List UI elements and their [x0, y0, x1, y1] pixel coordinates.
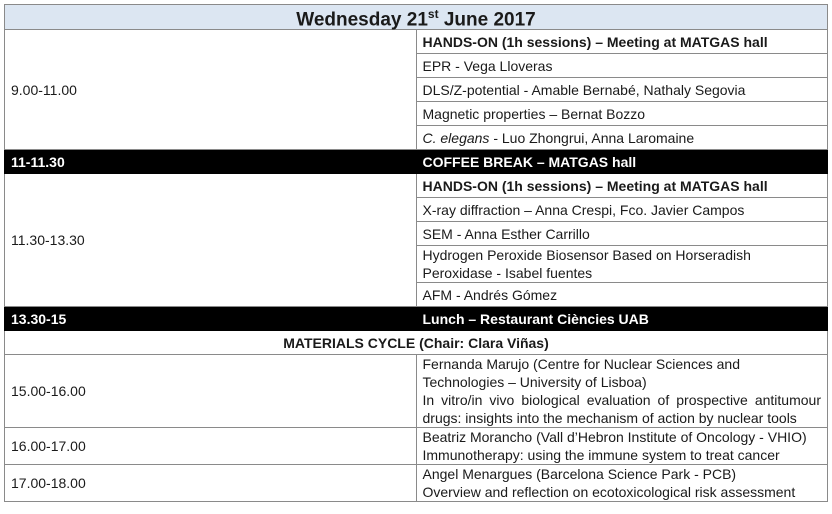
coffee-break-label: COFFEE BREAK – MATGAS hall: [415, 149, 828, 175]
schedule-table: Wednesday 21st June 2017 9.00-11.00 HAND…: [4, 3, 828, 503]
cycle-title: MATERIALS CYCLE (Chair: Clara Viñas): [4, 330, 828, 356]
session-item-row: EPR - Vega Lloveras: [5, 53, 828, 79]
session-row: 9.00-11.00 HANDS-ON (1h sessions) – Meet…: [4, 29, 828, 151]
session-item: SEM - Anna Esther Carrillo: [415, 221, 828, 247]
session-title: HANDS-ON (1h sessions) – Meeting at MATG…: [415, 173, 828, 199]
session-item: Magnetic properties – Bernat Bozzo: [415, 101, 828, 127]
talk-speaker: Beatriz Morancho (Vall d’Hebron Institut…: [422, 429, 807, 446]
talk-topic: In vitro/in vivo biological evaluation o…: [422, 392, 822, 427]
session-item: AFM - Andrés Gómez: [415, 282, 828, 308]
talk-time: 17.00-18.00: [4, 464, 417, 503]
header-row: Wednesday 21st June 2017: [4, 3, 828, 31]
session-item: EPR - Vega Lloveras: [415, 53, 828, 79]
session-item-row: C. elegans - Luo Zhongrui, Anna Laromain…: [5, 125, 828, 151]
talk-details: Beatriz Morancho (Vall d’Hebron Institut…: [415, 427, 828, 466]
coffee-break-row: 11-11.30 COFFEE BREAK – MATGAS hall: [4, 149, 828, 175]
lunch-time: 13.30-15: [4, 306, 417, 332]
session-item: X-ray diffraction – Anna Crespi, Fco. Ja…: [415, 197, 828, 223]
session-item: DLS/Z-potential - Amable Bernabé, Nathal…: [415, 77, 828, 103]
talk-time: 15.00-16.00: [4, 354, 417, 429]
session-title: HANDS-ON (1h sessions) – Meeting at MATG…: [415, 29, 828, 55]
talk-details: Angel Menargues (Barcelona Science Park …: [415, 464, 828, 503]
talk-speaker: Fernanda Marujo (Centre for Nuclear Scie…: [422, 356, 741, 391]
talk-row: 15.00-16.00 Fernanda Marujo (Centre for …: [4, 354, 828, 429]
cycle-row: MATERIALS CYCLE (Chair: Clara Viñas): [4, 330, 828, 356]
session-time: 9.00-11.00: [4, 29, 417, 151]
lunch-row: 13.30-15 Lunch – Restaurant Ciències UAB: [4, 306, 828, 332]
session-item-row: Hydrogen Peroxide Biosensor Based on Hor…: [5, 245, 828, 284]
species-name: C. elegans: [422, 129, 490, 146]
session-item-row: DLS/Z-potential - Amable Bernabé, Nathal…: [5, 77, 828, 103]
session-item-rest: - Luo Zhongrui, Anna Laromaine: [489, 129, 695, 146]
day-title-main: Wednesday 21: [296, 9, 428, 31]
session-item: C. elegans - Luo Zhongrui, Anna Laromain…: [415, 125, 828, 151]
session-item: Hydrogen Peroxide Biosensor Based on Hor…: [415, 245, 828, 284]
day-title: Wednesday 21st June 2017: [4, 3, 828, 31]
day-title-suffix: st: [427, 7, 439, 21]
lunch-label: Lunch – Restaurant Ciències UAB: [415, 306, 828, 332]
talk-topic: Overview and reflection on ecotoxicologi…: [422, 484, 796, 501]
session-row: 11.30-13.30 HANDS-ON (1h sessions) – Mee…: [4, 173, 828, 308]
talk-time: 16.00-17.00: [4, 427, 417, 466]
talk-details: Fernanda Marujo (Centre for Nuclear Scie…: [415, 354, 828, 429]
talk-topic: Immunotherapy: using the immune system t…: [422, 447, 780, 464]
day-title-month: June 2017: [438, 9, 536, 31]
talk-speaker: Angel Menargues (Barcelona Science Park …: [422, 466, 737, 483]
talk-row: 17.00-18.00 Angel Menargues (Barcelona S…: [4, 464, 828, 503]
talk-row: 16.00-17.00 Beatriz Morancho (Vall d’Heb…: [4, 427, 828, 466]
session-time: 11.30-13.30: [4, 173, 417, 308]
coffee-break-time: 11-11.30: [4, 149, 417, 175]
session-item-row: AFM - Andrés Gómez: [5, 282, 828, 308]
